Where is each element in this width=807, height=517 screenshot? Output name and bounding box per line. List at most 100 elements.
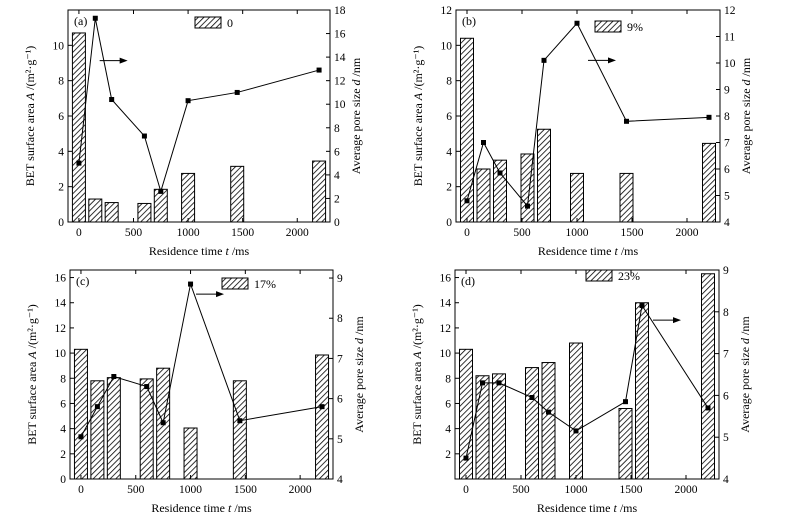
x-tick-label: 2000 — [286, 227, 309, 239]
y-tick-label: 2 — [58, 182, 64, 194]
pore-size-point — [188, 281, 194, 287]
y-tick-label: 0 — [60, 474, 66, 486]
y2-tick-label: 2 — [334, 193, 340, 205]
y2-tick-label: 14 — [334, 52, 346, 64]
y2-tick-label: 12 — [724, 5, 736, 17]
bar — [619, 172, 634, 223]
x-tick-label: 2000 — [289, 484, 312, 496]
panel-a: 0 500 1000 1500 2000 0 2 4 6 8 10 0 2 4 6 8 10 12 14 16 18 (a… — [23, 5, 363, 258]
x-tick-label: 2000 — [676, 227, 699, 239]
y-tick-label: 14 — [55, 298, 67, 310]
y-axis-label-right: Average pore size d /nm — [352, 316, 366, 433]
x-tick-label: 500 — [125, 227, 143, 239]
y2-tick-label: 8 — [724, 111, 730, 123]
y-axis-label-left: BET surface area A /(m²·g⁻¹) — [411, 46, 425, 187]
y2-tick-label: 9 — [724, 85, 730, 97]
y2-tick-label: 18 — [334, 5, 346, 17]
pore-size-line — [78, 18, 320, 194]
pore-size-point — [109, 97, 115, 103]
pore-size-point — [237, 418, 243, 424]
bar — [104, 202, 119, 223]
pore-size-point — [546, 409, 551, 415]
bar — [139, 378, 154, 480]
legend-label: 23% — [618, 269, 640, 283]
panel-label: (a) — [74, 14, 87, 28]
x-axis-label: Residence time t /ms — [151, 501, 252, 515]
arrow-head — [608, 57, 616, 64]
x-tick-label: 500 — [513, 227, 531, 239]
y-tick-label: 6 — [58, 111, 64, 123]
bar — [71, 32, 86, 223]
y-tick-label: 2 — [446, 182, 452, 194]
pore-size-point — [541, 57, 547, 63]
legend-label: 17% — [254, 277, 276, 291]
y-tick-label: 10 — [53, 40, 65, 52]
pore-size-point — [574, 20, 580, 26]
legend-swatch — [594, 20, 622, 33]
pore-size-point — [234, 89, 240, 95]
y-axis-label-right: Average pore size d /nm — [738, 316, 752, 433]
bar — [312, 160, 327, 223]
legend-label: 9% — [627, 20, 643, 34]
bar — [525, 367, 539, 480]
pore-size-point — [111, 374, 117, 380]
y2-tick-label: 11 — [724, 32, 735, 44]
pore-size-line — [466, 22, 710, 208]
y2-tick-label: 7 — [723, 349, 729, 361]
x-tick-label: 1500 — [234, 484, 257, 496]
y-tick-label: 2 — [60, 449, 66, 461]
bar — [493, 159, 507, 223]
pore-size-point — [573, 428, 579, 434]
x-tick-label: 1500 — [620, 484, 643, 496]
x-tick-label: 0 — [463, 484, 469, 496]
bar — [541, 362, 556, 480]
pore-size-point — [94, 404, 100, 410]
plot-frame — [67, 9, 331, 223]
legend-swatch — [194, 16, 222, 29]
y-axis-label-right: Average pore size d /nm — [349, 57, 363, 174]
y-axis-label-left: BET surface area A /(m²·g⁻¹) — [25, 304, 39, 445]
pore-size-point — [319, 404, 325, 410]
pore-size-point — [185, 98, 191, 104]
bar — [153, 188, 168, 223]
pore-size-point — [76, 160, 82, 166]
pore-size-point — [624, 118, 629, 124]
bar — [88, 198, 103, 223]
y-tick-label: 6 — [446, 111, 452, 123]
pore-size-point — [480, 380, 485, 386]
panel-label: (c) — [76, 274, 89, 288]
x-axis-label: Residence time t /ms — [149, 244, 250, 258]
y-tick-label: 0 — [446, 217, 452, 229]
bar — [232, 380, 247, 480]
panel-label: (d) — [461, 274, 475, 288]
y2-tick-label: 10 — [334, 99, 346, 111]
x-tick-label: 0 — [76, 227, 82, 239]
y2-tick-label: 5 — [724, 191, 730, 203]
y2-tick-label: 8 — [334, 123, 340, 135]
y-tick-label: 4 — [60, 424, 66, 436]
x-tick-label: 500 — [127, 484, 145, 496]
y-tick-label: 0 — [58, 217, 64, 229]
pore-size-point — [705, 405, 711, 411]
y-tick-label: 4 — [445, 424, 451, 436]
bar — [106, 377, 121, 480]
x-tick-label: 1500 — [231, 227, 254, 239]
x-tick-label: 2000 — [675, 484, 698, 496]
y2-tick-label: 9 — [337, 273, 343, 285]
plot-frame — [69, 269, 334, 480]
y-tick-label: 14 — [440, 298, 452, 310]
x-tick-label: 1000 — [177, 227, 200, 239]
y2-tick-label: 8 — [723, 307, 729, 319]
y-axis-label-right: Average pore size d /nm — [739, 57, 753, 174]
x-tick-label: 500 — [512, 484, 530, 496]
bar — [230, 165, 245, 223]
y-tick-label: 8 — [445, 373, 451, 385]
pore-size-point — [316, 67, 322, 73]
y2-tick-label: 5 — [337, 434, 343, 446]
y-axis-label-left: BET surface area A /(m²·g⁻¹) — [410, 304, 424, 445]
y-tick-label: 6 — [445, 398, 451, 410]
y2-tick-label: 10 — [724, 58, 736, 70]
bar — [315, 354, 330, 480]
y2-tick-label: 8 — [337, 313, 343, 325]
